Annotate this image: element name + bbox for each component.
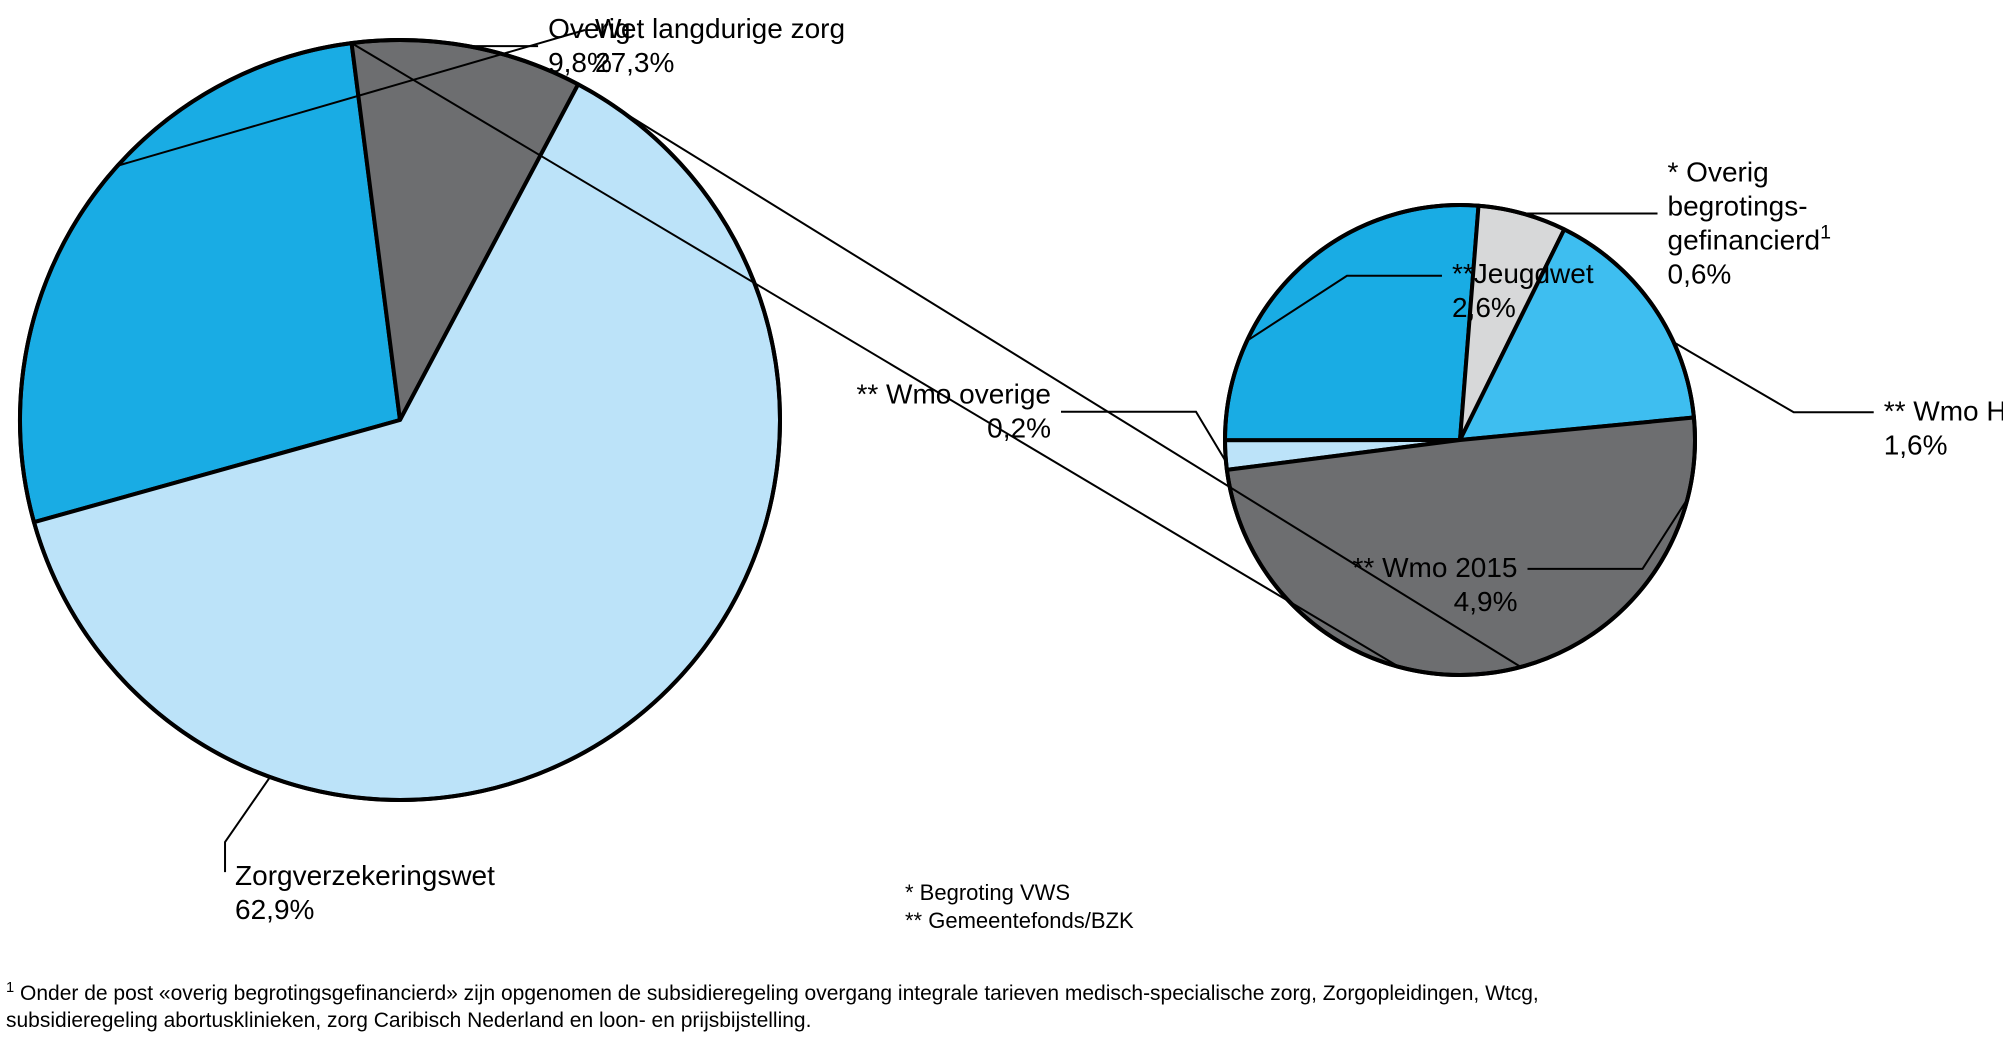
label-wlz: Wet langdurige zorg27,3% — [595, 13, 845, 78]
pie-chart-figure: Wet langdurige zorg27,3%Overig9,8%Zorgve… — [0, 0, 2003, 1038]
label-obg: * Overigbegrotings-gefinancierd10,6% — [1668, 156, 1831, 289]
leader-line — [1674, 342, 1874, 412]
footnote: 1 Onder de post «overig begrotingsgefina… — [6, 980, 1539, 1032]
detail-pie-slice-jeugdwet — [1225, 205, 1479, 440]
leader-line — [1061, 412, 1226, 462]
label-zvw: Zorgverzekeringswet62,9% — [235, 860, 495, 925]
legend: * Begroting VWS** Gemeentefonds/BZK — [905, 880, 1134, 933]
leader-line — [225, 777, 270, 872]
label-wmo-overige: ** Wmo overige0,2% — [856, 379, 1051, 444]
label-wmo-hv: ** Wmo HV1,6% — [1884, 395, 2003, 460]
main-pie — [20, 40, 780, 800]
